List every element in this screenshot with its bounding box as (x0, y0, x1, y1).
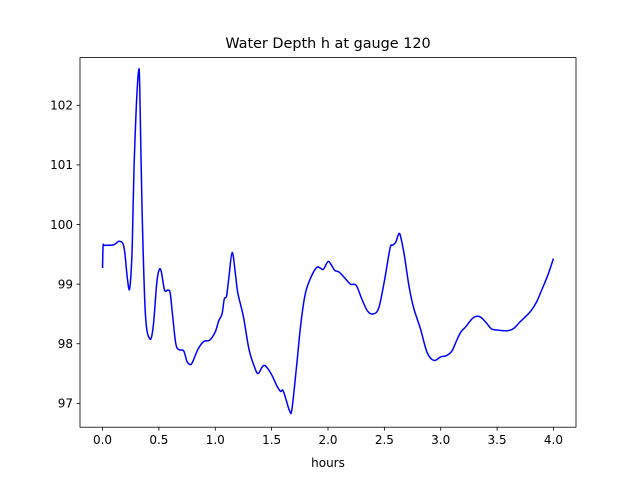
y-tick-label: 97 (58, 397, 73, 411)
y-axis-ticks: 97 98 99 100 101 102 (50, 99, 80, 411)
x-tick-label: 0.0 (93, 433, 112, 447)
x-axis-ticks: 0.0 0.5 1.0 1.5 2.0 2.5 3.0 3.5 4.0 (93, 427, 563, 447)
x-tick-label: 0.5 (149, 433, 168, 447)
x-tick-label: 1.0 (206, 433, 225, 447)
y-tick-label: 99 (58, 277, 73, 291)
series-line (101, 67, 555, 415)
y-tick-label: 100 (50, 218, 73, 232)
x-tick-label: 3.5 (488, 433, 507, 447)
x-tick-label: 2.0 (318, 433, 337, 447)
x-tick-label: 1.5 (262, 433, 281, 447)
x-tick-label: 4.0 (544, 433, 563, 447)
chart-title: Water Depth h at gauge 120 (225, 36, 430, 52)
x-tick-label: 2.5 (375, 433, 394, 447)
y-tick-label: 102 (50, 99, 73, 113)
y-tick-label: 101 (50, 158, 73, 172)
plot-area-frame (79, 57, 577, 428)
x-axis-label: hours (311, 456, 345, 470)
y-tick-label: 98 (58, 337, 73, 351)
x-tick-label: 3.0 (431, 433, 450, 447)
